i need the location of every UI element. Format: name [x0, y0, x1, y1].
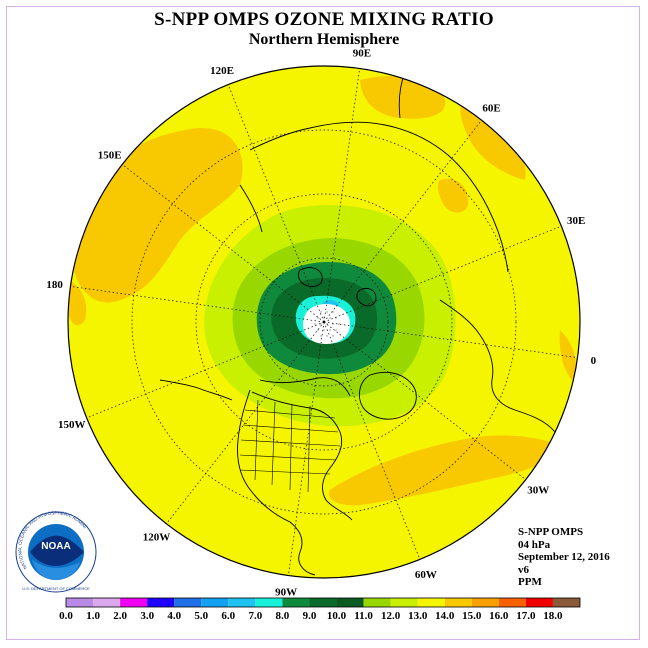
meridian-line — [70, 286, 325, 323]
longitude-label: 30W — [527, 485, 549, 497]
colorbar-swatch — [309, 598, 337, 607]
meridian-line — [227, 84, 325, 323]
orange-region-central-asia — [460, 100, 526, 180]
noaa-logo-text: NOAA — [41, 541, 70, 552]
colorbar-swatch — [201, 598, 229, 607]
colorbar-tick-label: 10.0 — [327, 610, 347, 622]
colorbar-border — [65, 597, 581, 608]
longitude-label: 120W — [143, 531, 171, 543]
arctic-islands — [297, 267, 377, 307]
colorbar: 0.0 1.0 2.0 3.0 4.0 5.0 6.0 7.0 8.0 9.0 10.0 11.0 12… — [59, 597, 581, 622]
longitude-label: 120E — [210, 65, 234, 77]
colorbar-tick-label: 0.0 — [59, 610, 73, 622]
colorbar-swatch — [93, 598, 121, 607]
colorbar-swatch — [552, 598, 580, 607]
longitude-label: 60W — [415, 569, 437, 581]
info-version: v6 — [518, 563, 529, 576]
colorbar-swatch — [228, 598, 256, 607]
longitude-label: 180 — [46, 279, 63, 291]
longitude-label: 150E — [98, 150, 122, 162]
colorbar-tick-label: 6.0 — [221, 610, 235, 622]
colorbar-swatch — [444, 598, 472, 607]
meridian-line — [122, 164, 325, 323]
colorbar-swatch — [471, 598, 499, 607]
colorbar-swatch — [336, 598, 364, 607]
colorbar-tick-label: 17.0 — [516, 610, 536, 622]
colorbar-tick-label: 1.0 — [86, 610, 100, 622]
colorbar-tick-label: 9.0 — [303, 610, 317, 622]
meridian-line — [323, 120, 482, 323]
info-block: S-NPP OMPS 04 hPa September 12, 2016 v6 … — [518, 526, 610, 589]
colorbar-swatch — [390, 598, 418, 607]
colorbar-swatch — [66, 598, 94, 607]
longitude-label: 0 — [591, 355, 597, 367]
colorbar-swatch — [255, 598, 283, 607]
info-units: PPM — [518, 576, 542, 588]
orange-region-atlantic — [329, 435, 560, 506]
longitude-label: 90W — [275, 586, 297, 598]
colorbar-tick-label: 16.0 — [489, 610, 509, 622]
pole-stipple — [314, 311, 340, 337]
colorbar-swatch — [282, 598, 310, 607]
info-level: 04 hPa — [518, 538, 551, 551]
north-america-coast — [159, 377, 353, 576]
colorbar-tick-label: 18.0 — [543, 610, 563, 622]
colorbar-tick-label: 8.0 — [276, 610, 290, 622]
colorbar-swatch — [525, 598, 553, 607]
meridian-line — [323, 321, 526, 480]
meridian-line — [323, 321, 578, 358]
image-frame — [6, 6, 640, 640]
colorbar-swatch — [147, 598, 175, 607]
longitude-label: 150W — [58, 419, 86, 431]
colorbar-tick-label: 13.0 — [408, 610, 428, 622]
map-title: S-NPP OMPS OZONE MIXING RATIO — [154, 9, 494, 30]
map-border — [67, 65, 581, 579]
meridian-line — [86, 321, 325, 419]
colorbar-swatch — [174, 598, 202, 607]
colorbar-swatch — [363, 598, 391, 607]
colorbar-tick-label: 14.0 — [435, 610, 455, 622]
colorbar-swatch — [417, 598, 445, 607]
longitude-labels: 90E 60E 30E 0 30W 60W 90W 120W 150W 180 150E 120E — [46, 48, 596, 599]
colorbar-tick-label: 5.0 — [194, 610, 208, 622]
longitude-label: 60E — [482, 103, 500, 115]
colorbar-tick-label: 7.0 — [249, 610, 263, 622]
colorbar-tick-label: 11.0 — [354, 610, 373, 622]
meridian-line — [166, 321, 325, 524]
meridian-line — [288, 321, 325, 576]
colorbar-tick-label: 2.0 — [113, 610, 127, 622]
orange-region-bering — [68, 280, 87, 326]
colorbar-swatch — [498, 598, 526, 607]
info-date: September 12, 2016 — [518, 551, 610, 563]
meridian-line — [323, 68, 360, 323]
longitude-label: 30E — [567, 215, 585, 227]
longitude-label: 90E — [353, 48, 371, 60]
meridian-line — [323, 321, 421, 560]
logo-ring-text-bottom: U.S. DEPARTMENT OF COMMERCE — [22, 586, 90, 591]
colorbar-tick-label: 4.0 — [167, 610, 181, 622]
map-subtitle: Northern Hemisphere — [248, 31, 400, 48]
orange-region-europe — [559, 330, 576, 380]
colorbar-tick-label: 15.0 — [462, 610, 482, 622]
greenland-coast — [359, 371, 417, 420]
colorbar-tick-label: 12.0 — [381, 610, 401, 622]
meridian-line — [323, 225, 562, 323]
graticule — [70, 68, 578, 576]
colorbar-tick-label: 3.0 — [140, 610, 154, 622]
info-instrument: S-NPP OMPS — [518, 526, 584, 538]
colorbar-swatch — [120, 598, 148, 607]
